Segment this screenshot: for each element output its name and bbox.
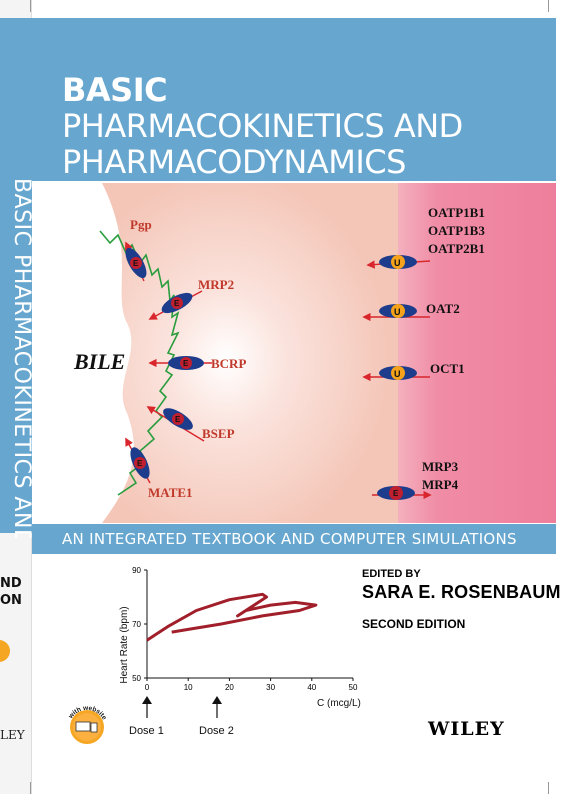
dose-1-marker: Dose 1 [129, 696, 164, 737]
transporter-mrp3-mrp4: E MRP3 MRP4 [372, 459, 459, 500]
chart-x-tick-label: 10 [184, 683, 193, 692]
efflux-icon [180, 357, 192, 369]
uptake-icon [391, 255, 405, 269]
transporter-mate1: E MATE1 [125, 437, 193, 500]
efflux-symbol-5: E [137, 459, 143, 468]
spine-edition-line2: ON [0, 593, 22, 608]
label-oat2: OAT2 [426, 301, 460, 316]
label-mrp4: MRP4 [422, 477, 459, 492]
front-cover: BASIC PHARMACOKINETICS AND PHARMACODYNAM… [32, 0, 575, 794]
efflux-symbol-6: E [393, 489, 399, 498]
crop-mark [548, 782, 549, 794]
website-badge-icon: with website [67, 705, 108, 744]
efflux-icon [389, 486, 403, 500]
spine-publisher: LEY [0, 728, 25, 742]
efflux-icon [134, 457, 146, 469]
uptake-icon [391, 304, 405, 318]
efflux-symbol-3: E [183, 359, 189, 368]
chart-x-tick-label: 20 [225, 683, 234, 692]
title-line-3: PHARMACODYNAMICS [62, 143, 406, 181]
transporter-bcrp: E BCRP [148, 356, 246, 371]
dose-1-label: Dose 1 [129, 725, 164, 737]
title-word-pharmacokinetics: PHARMACOKINETICS [62, 107, 385, 145]
label-oatp1b1: OATP1B1 [428, 205, 485, 220]
dose-2-label: Dose 2 [199, 725, 234, 737]
transporter-oct1: U OCT1 [362, 361, 465, 382]
label-pgp: Pgp [130, 217, 152, 232]
efflux-symbol-1: E [133, 259, 139, 268]
hysteresis-chart: Heart Rate (bpm) 50 70 90 0 10 20 30 40 50 C (m… [119, 566, 361, 737]
efflux-symbol-4: E [175, 415, 181, 424]
transporter-bsep: E BSEP [146, 406, 235, 442]
editor-name: SARA E. ROSENBAUM [362, 582, 561, 602]
chart-y-ticks: 50 70 90 [132, 566, 147, 683]
chart-x-ticks: 0 10 20 30 40 50 [145, 678, 358, 692]
spine-blue-band [0, 18, 32, 533]
transporter-illustration: BILE E Pgp E MRP2 E BCRP [32, 183, 556, 523]
spine-title: BASIC PHARMACOKINETICS AND [9, 178, 34, 538]
dose-2-marker: Dose 2 [199, 696, 234, 737]
efflux-icon [172, 413, 184, 425]
efflux-icon [171, 297, 183, 309]
label-mrp3: MRP3 [422, 459, 459, 474]
title-word-and: AND [384, 107, 463, 145]
transporter-oatp: U OATP1B1 OATP1B3 OATP2B1 [366, 205, 485, 269]
chart-x-tick-label: 0 [145, 683, 150, 692]
transporter-mrp2: E MRP2 [148, 277, 234, 320]
title-band [32, 18, 556, 181]
edition-label: SECOND EDITION [362, 617, 466, 631]
label-bcrp: BCRP [211, 356, 246, 371]
book-title: BASIC PHARMACOKINETICS AND PHARMACODYNAM… [62, 72, 463, 180]
chart-y-tick-label: 90 [132, 566, 141, 575]
title-line-1: BASIC [62, 71, 168, 109]
crop-mark [548, 0, 549, 12]
chart-xlabel: C (mcg/L) [317, 698, 361, 709]
uptake-symbol-2: U [394, 307, 401, 317]
spine-edition: ND ON [0, 575, 22, 609]
efflux-symbol-2: E [174, 299, 180, 308]
edited-by-label: EDITED BY [362, 568, 421, 580]
chart-x-tick-label: 50 [349, 683, 358, 692]
label-mrp2: MRP2 [198, 277, 234, 292]
label-bsep: BSEP [202, 426, 235, 441]
label-oatp1b3: OATP1B3 [428, 223, 485, 238]
subtitle-band: AN INTEGRATED TEXTBOOK AND COMPUTER SIMU… [32, 524, 556, 554]
label-oct1: OCT1 [430, 361, 465, 376]
bile-label: BILE [73, 349, 125, 374]
crop-mark [30, 782, 31, 794]
hepatocyte-region [102, 183, 398, 523]
label-mate1: MATE1 [148, 485, 193, 500]
spine-edition-line1: ND [0, 576, 22, 591]
blood-region [398, 183, 556, 523]
uptake-symbol-1: U [394, 258, 401, 268]
label-oatp2b1: OATP2B1 [428, 241, 485, 256]
chart-x-tick-label: 30 [266, 683, 275, 692]
chart-x-tick-label: 40 [307, 683, 316, 692]
chart-ylabel: Heart Rate (bpm) [119, 606, 130, 683]
chart-y-tick-label: 70 [132, 620, 141, 629]
book-spine: BASIC PHARMACOKINETICS AND ND ON LEY [0, 0, 34, 794]
up-arrow-icon [142, 696, 152, 704]
spine-website-badge-icon [0, 640, 10, 662]
chart-y-tick-label: 50 [132, 674, 141, 683]
chart-series-line [146, 592, 318, 642]
uptake-icon [391, 366, 405, 380]
title-line-2: PHARMACOKINETICS AND [62, 108, 463, 144]
transporter-oat2: U OAT2 [362, 301, 460, 322]
uptake-symbol-3: U [394, 369, 401, 379]
efflux-icon [130, 257, 142, 269]
publisher-logo: WILEY [428, 718, 505, 740]
up-arrow-icon [212, 696, 222, 704]
transporter-pgp: E Pgp [125, 217, 152, 282]
crop-mark [30, 0, 31, 12]
